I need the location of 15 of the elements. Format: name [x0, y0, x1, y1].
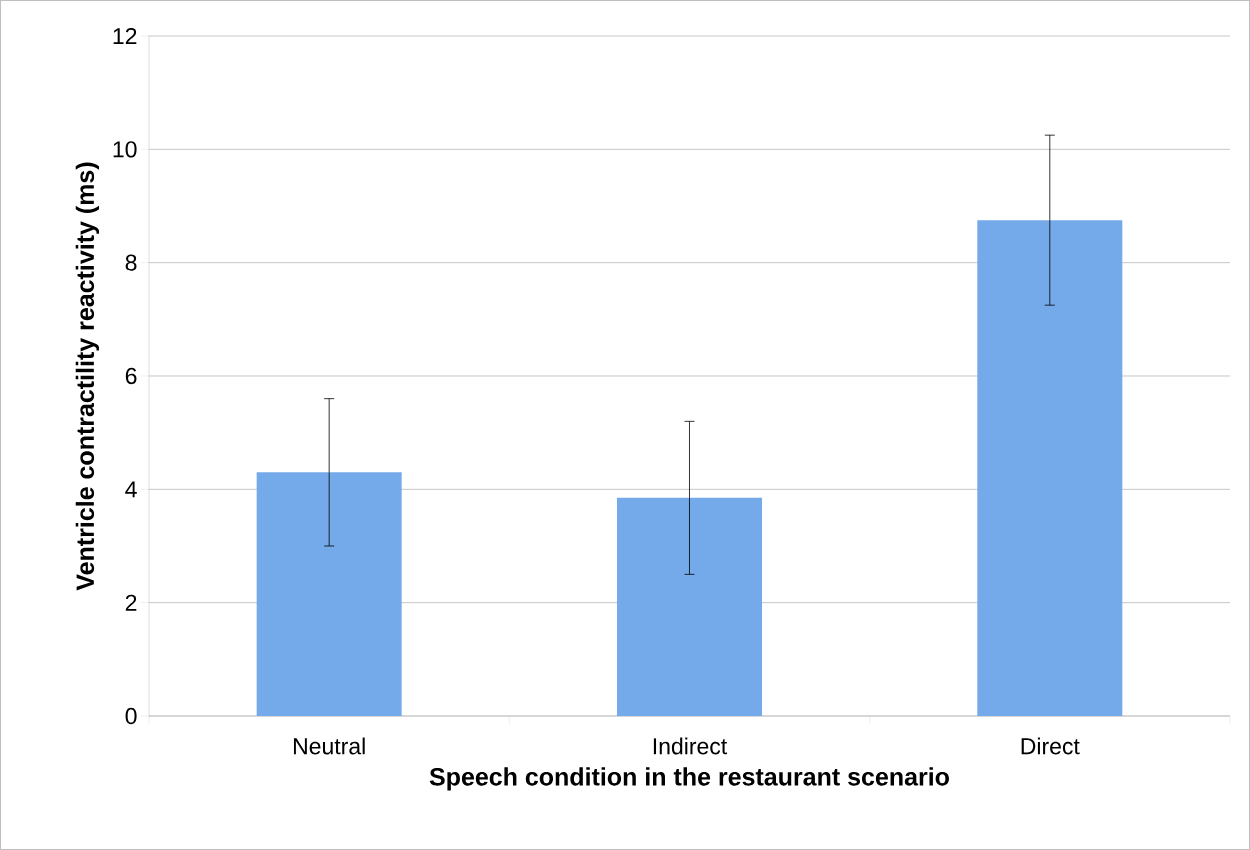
x-tick-label: Indirect [653, 737, 728, 755]
y-tick-label: 6 [125, 367, 137, 385]
bar [616, 497, 762, 716]
bar [256, 472, 402, 716]
y-tick-label: 4 [125, 481, 137, 498]
x-axis-title: Speech condition in the restaurant scenario [429, 767, 949, 791]
x-tick-label: Neutral [293, 737, 365, 755]
y-axis-title: Ventricle contractility reactivity (ms) [75, 162, 100, 591]
y-tick-label: 0 [125, 707, 137, 725]
y-tick-label: 10 [113, 141, 137, 158]
x-tick-label: Direct [1021, 737, 1080, 755]
y-tick-label: 2 [125, 594, 137, 611]
y-tick-label: 8 [125, 254, 137, 271]
y-tick-label: 12 [113, 27, 137, 45]
bar [977, 220, 1123, 716]
